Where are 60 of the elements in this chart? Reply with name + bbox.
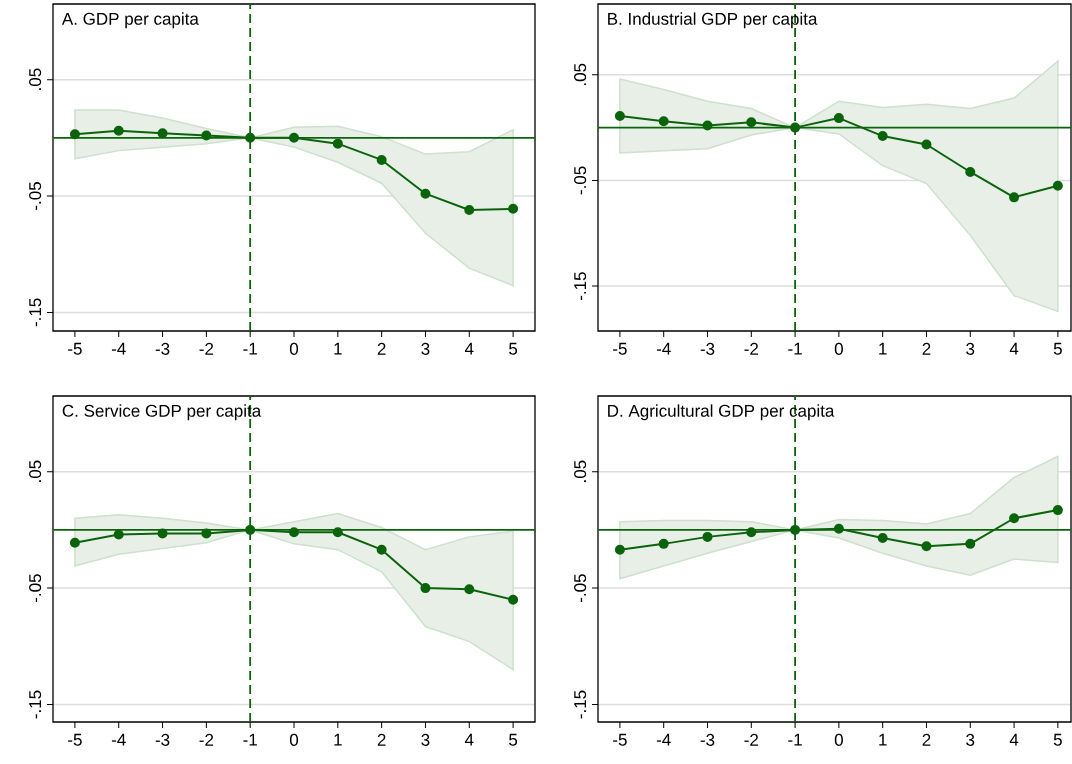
x-tick-label: -5 [613, 733, 627, 746]
x-tick-label: -3 [155, 342, 170, 355]
x-tick-label: 0 [834, 733, 843, 746]
y-tick-label: -.15 [574, 272, 587, 300]
x-tick-label: -4 [111, 733, 126, 746]
x-tick-label: -3 [700, 733, 715, 746]
x-tick-label: 4 [1009, 733, 1019, 746]
x-tick-label: -4 [656, 342, 671, 355]
x-tick-label: 1 [334, 342, 342, 355]
x-tick-label: 0 [834, 342, 843, 355]
x-tick-label: -1 [788, 733, 802, 746]
x-tick-label: 2 [377, 733, 386, 746]
x-tick-label: -4 [111, 342, 126, 355]
x-tick-label: 1 [879, 342, 887, 355]
x-tick-label: 3 [421, 733, 430, 746]
x-tick-label: -1 [788, 342, 802, 355]
y-tick-label: -.05 [29, 574, 42, 602]
x-tick-label: -3 [155, 733, 170, 746]
chart-title: B. Industrial GDP per capita [608, 12, 818, 29]
y-tick-label: .05 [29, 68, 42, 90]
x-tick-label: 1 [879, 733, 887, 746]
x-tick-label: 3 [966, 342, 975, 355]
x-tick-label: 3 [421, 342, 430, 355]
x-tick-label: -2 [744, 733, 758, 746]
y-tick-label: -.15 [29, 690, 42, 719]
x-tick-label: -3 [700, 342, 715, 355]
x-tick-label: 0 [289, 733, 299, 746]
x-tick-label: -1 [243, 342, 257, 355]
y-tick-label: -.15 [29, 298, 42, 327]
x-tick-label: 3 [966, 733, 975, 746]
y-tick-label: -.05 [574, 574, 587, 602]
x-tick-label: 4 [464, 733, 474, 746]
x-tick-label: -5 [613, 342, 627, 355]
chart-title: A. GDP per capita [61, 12, 199, 29]
x-tick-label: 5 [1053, 342, 1062, 355]
x-tick-label: 1 [334, 733, 342, 746]
y-tick-label: .05 [574, 460, 587, 482]
x-tick-label: 5 [509, 342, 518, 355]
y-tick-label: -.05 [574, 166, 587, 195]
y-tick-label: .05 [29, 460, 42, 482]
chart-title: D. Agricultural GDP per capita [608, 404, 835, 421]
x-tick-label: -5 [68, 733, 82, 746]
x-tick-label: 5 [509, 733, 518, 746]
x-tick-label: 0 [289, 342, 299, 355]
x-tick-label: 2 [922, 342, 931, 355]
x-tick-label: 2 [377, 342, 386, 355]
x-tick-label: 4 [1009, 342, 1019, 355]
chart-title: C. Service GDP per capita [62, 404, 262, 421]
x-tick-label: -1 [243, 733, 257, 746]
y-tick-label: -.05 [29, 182, 42, 210]
x-tick-label: 5 [1053, 733, 1062, 746]
x-tick-label: 2 [922, 733, 931, 746]
x-tick-label: 4 [464, 342, 474, 355]
x-tick-label: -2 [199, 342, 214, 355]
x-tick-label: -2 [744, 342, 758, 355]
x-tick-label: -2 [199, 733, 214, 746]
x-tick-label: -4 [656, 733, 671, 746]
y-tick-label: .05 [574, 63, 587, 86]
y-tick-label: -.15 [574, 690, 587, 719]
x-tick-label: -5 [68, 342, 82, 355]
